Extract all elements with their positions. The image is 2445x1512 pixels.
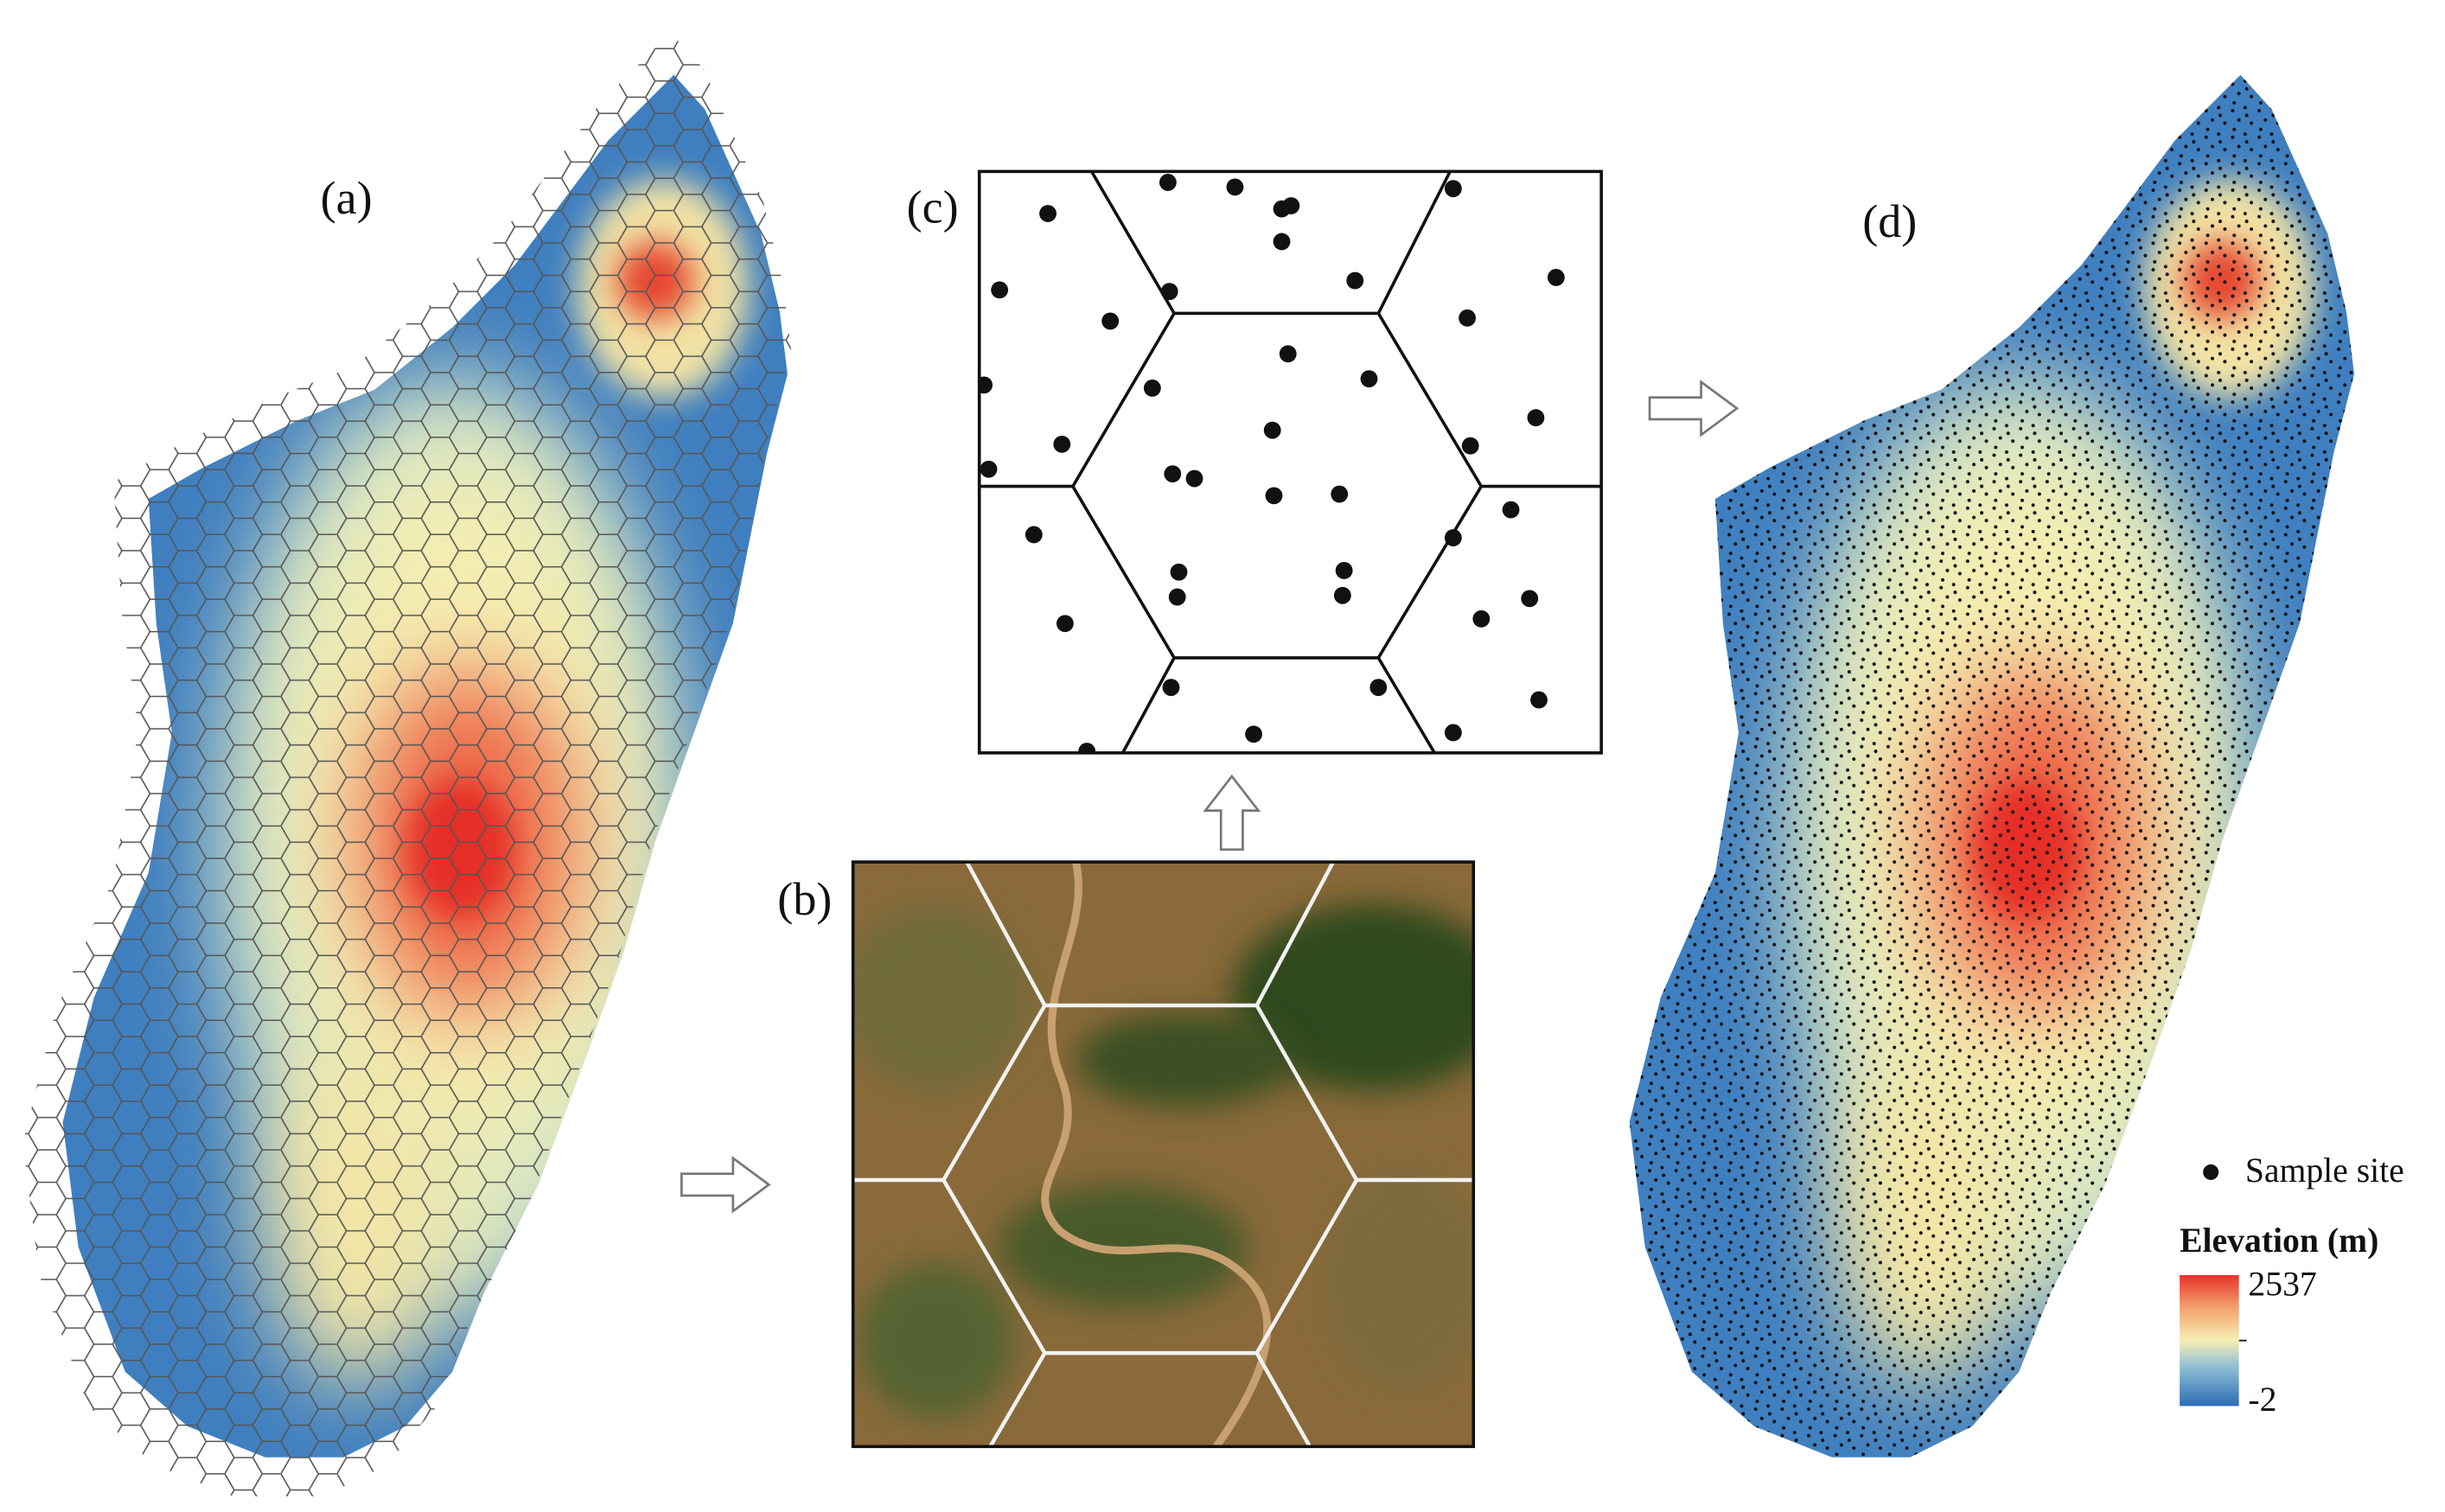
- hex-grid: [22, 32, 792, 1496]
- panel-label: (c): [907, 182, 959, 233]
- sample-point: [980, 460, 998, 478]
- sample-point: [1527, 409, 1545, 427]
- sample-point: [1263, 421, 1281, 439]
- sample-point: [1369, 679, 1388, 697]
- colorbar: [2180, 1274, 2239, 1407]
- sample-point: [1279, 345, 1297, 363]
- colorbar-max-label: 2537: [2248, 1265, 2316, 1303]
- sample-point: [979, 376, 993, 394]
- sample-point: [1265, 487, 1283, 505]
- legend-marker: [2203, 1164, 2219, 1180]
- panel-c-sketch: [979, 171, 1602, 753]
- arrow: [1648, 380, 1740, 437]
- sample-point: [1164, 465, 1182, 483]
- panel-b-image: [852, 862, 1474, 1447]
- sample-point: [1273, 233, 1291, 251]
- sample-point: [991, 281, 1009, 299]
- sample-point: [1185, 469, 1203, 488]
- sample-point: [1143, 380, 1161, 397]
- sample-point: [1101, 312, 1120, 330]
- sample-point: [1078, 743, 1096, 753]
- colorbar-min-label: -2: [2248, 1381, 2276, 1419]
- sample-point: [1472, 609, 1491, 628]
- sample-point: [1170, 563, 1188, 581]
- panel-b-frame: [851, 860, 1476, 1449]
- panel-a-map: [22, 32, 792, 1496]
- sample-point: [1502, 501, 1520, 519]
- legend-label: Sample site: [2245, 1152, 2404, 1190]
- sample-point: [1335, 562, 1353, 579]
- sample-point: [1282, 197, 1300, 214]
- panel-label: (d): [1862, 195, 1917, 247]
- sample-point: [1053, 435, 1071, 453]
- sample-point: [1444, 180, 1462, 198]
- panel-c-frame: [977, 169, 1603, 755]
- sample-point: [1530, 691, 1548, 709]
- panel-label: (b): [777, 873, 832, 925]
- sample-point: [1039, 205, 1057, 222]
- sample-point: [1025, 526, 1043, 544]
- sample-point: [1461, 437, 1479, 455]
- sample-point: [1160, 283, 1178, 301]
- sample-point: [1459, 309, 1477, 327]
- sample-point: [1521, 590, 1539, 608]
- arrow: [680, 1156, 771, 1214]
- sample-point: [1360, 370, 1378, 388]
- sample-point: [1056, 615, 1074, 633]
- sample-point: [1168, 588, 1186, 606]
- sample-point: [1444, 724, 1462, 742]
- sample-point: [1159, 174, 1177, 191]
- legend-title: Elevation (m): [2180, 1222, 2378, 1260]
- sample-point: [1333, 586, 1351, 604]
- sample-point: [1162, 679, 1180, 697]
- sample-point: [1331, 485, 1349, 503]
- arrow: [1203, 774, 1261, 852]
- sample-point: [1346, 271, 1364, 290]
- sample-point: [1444, 529, 1462, 546]
- sample-point: [1547, 269, 1565, 286]
- sample-point: [1245, 725, 1262, 743]
- panel-label: (a): [321, 172, 373, 224]
- sample-point: [1226, 178, 1244, 196]
